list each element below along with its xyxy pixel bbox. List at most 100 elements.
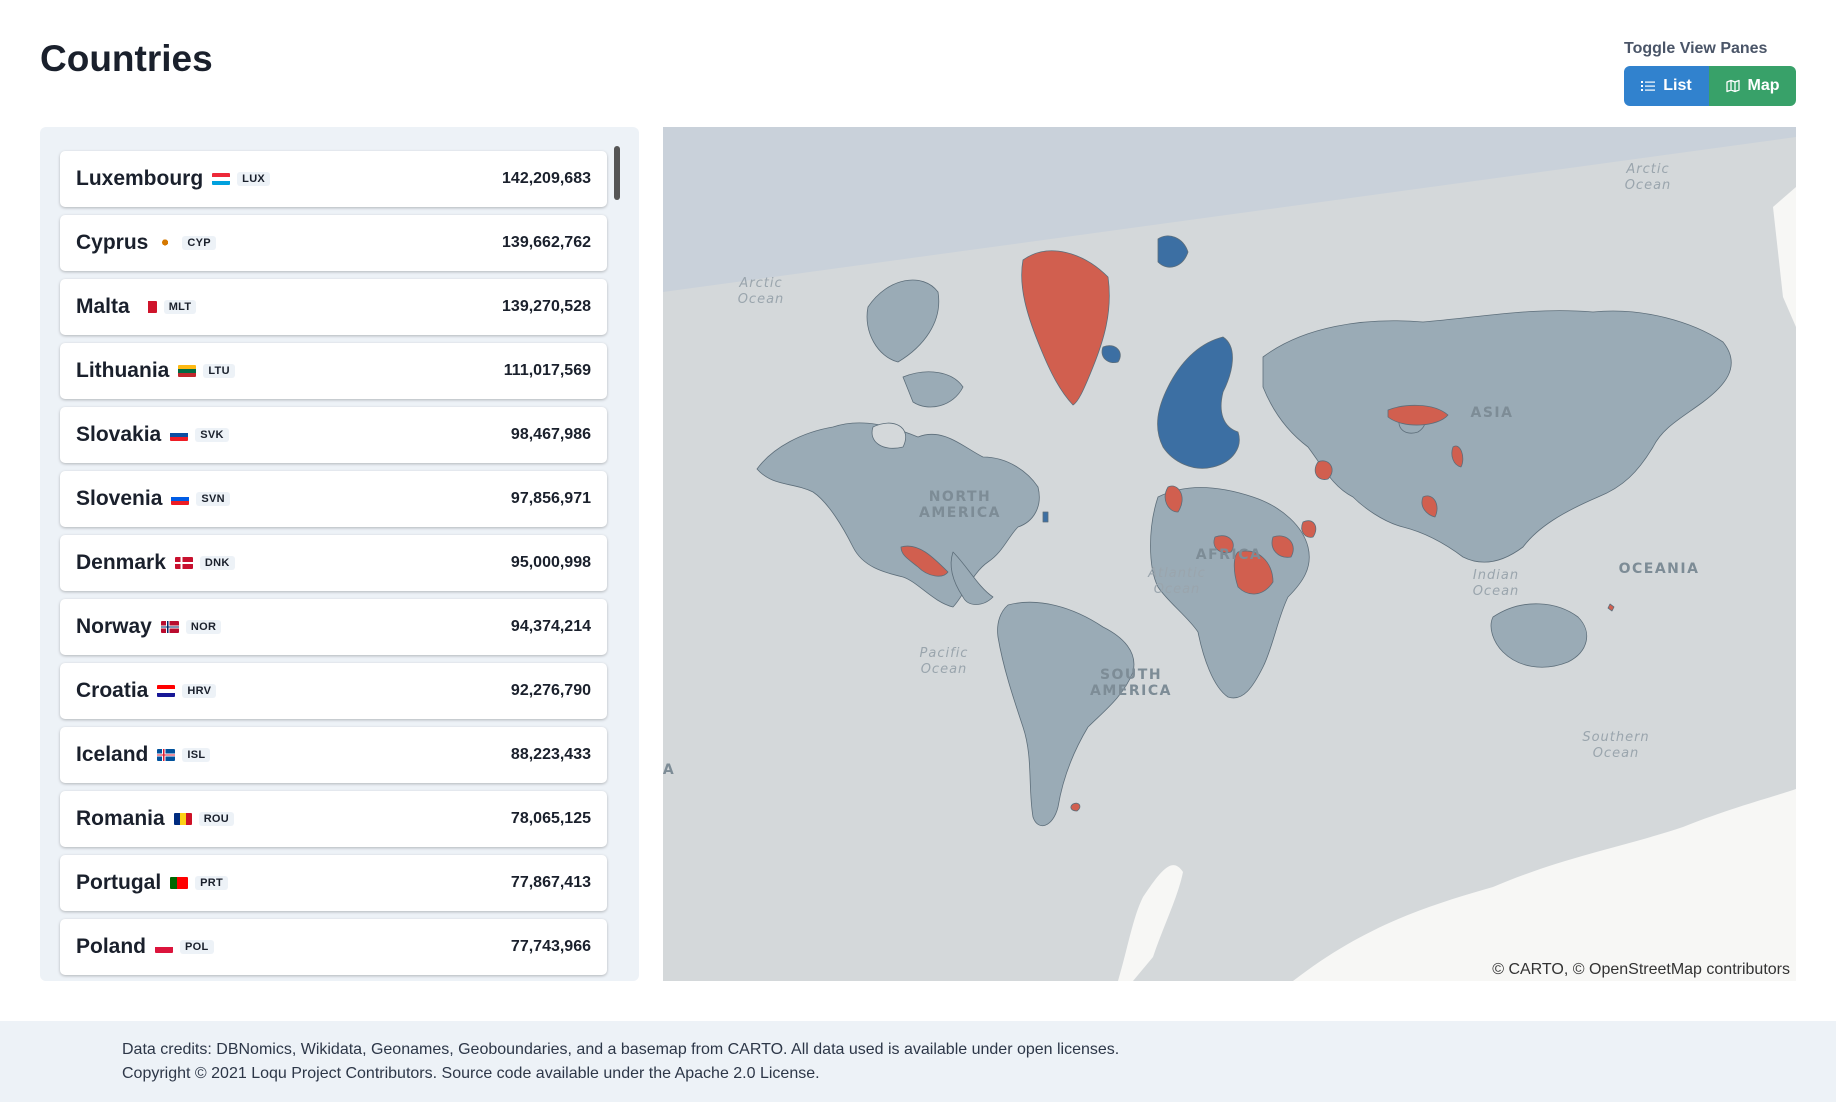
morocco[interactable] xyxy=(1164,485,1183,513)
country-value: 111,017,569 xyxy=(503,362,591,379)
country-row[interactable]: Norway NOR 94,374,214 xyxy=(60,599,607,655)
country-row[interactable]: Poland POL 77,743,966 xyxy=(60,919,607,975)
mexico[interactable] xyxy=(900,545,949,577)
country-row[interactable]: Lithuania LTU 111,017,569 xyxy=(60,343,607,399)
falkland-islands[interactable] xyxy=(1070,802,1081,812)
country-row[interactable]: Croatia HRV 92,276,790 xyxy=(60,663,607,719)
country-name: Iceland xyxy=(76,743,149,766)
country-row[interactable]: Malta MLT 139,270,528 xyxy=(60,279,607,335)
attribution-contributors: contributors xyxy=(1706,961,1790,978)
country-list-pane[interactable]: Luxembourg LUX 142,209,683 Cyprus CYP 139,662… xyxy=(40,127,639,981)
map-label-africa: AFRICA xyxy=(1196,547,1263,563)
flag-icon xyxy=(157,749,176,761)
congo-basin[interactable] xyxy=(1233,550,1274,595)
country-name: Norway xyxy=(76,615,152,638)
map-toggle-button[interactable]: Map xyxy=(1709,66,1796,106)
toggle-button-group: List Map xyxy=(1624,66,1796,106)
svalbard[interactable] xyxy=(1157,235,1189,268)
map-label-arctic-ocean-left-1: Arctic xyxy=(738,276,782,291)
country-row[interactable]: Iceland ISL 88,223,433 xyxy=(60,727,607,783)
list-button-label: List xyxy=(1663,77,1692,94)
map-label-edge-letter: A xyxy=(663,762,675,778)
country-row[interactable]: Denmark DNK 95,000,998 xyxy=(60,535,607,591)
footer-credits: Data credits: DBNomics, Wikidata, Geonam… xyxy=(122,1041,1120,1058)
country-code-badge: PRT xyxy=(195,876,229,890)
country-code-badge: SVN xyxy=(196,492,230,506)
map-label-south-america-1: SOUTH xyxy=(1100,667,1162,683)
flag-icon xyxy=(178,365,197,377)
vietnam[interactable] xyxy=(1421,495,1438,518)
flag-icon xyxy=(174,557,193,569)
country-code-badge: HRV xyxy=(182,684,217,698)
map-label-atlantic-ocean-1: Atlantic xyxy=(1147,566,1206,581)
country-row[interactable]: Romania ROU 78,065,125 xyxy=(60,791,607,847)
flag-icon xyxy=(170,429,189,441)
country-code-badge: SVK xyxy=(195,428,229,442)
country-code-badge: ISL xyxy=(182,748,211,762)
footer-copyright: Copyright © 2021 Loqu Project Contributo… xyxy=(122,1065,820,1082)
flag-icon xyxy=(157,237,176,249)
ethiopia[interactable] xyxy=(1271,535,1294,558)
toggle-view-panes: Toggle View Panes List Map xyxy=(1624,40,1796,106)
australia[interactable] xyxy=(1490,603,1587,668)
polar-ice-ne xyxy=(1773,187,1796,327)
country-name: Croatia xyxy=(76,679,149,702)
flag-icon xyxy=(155,941,174,953)
country-row[interactable]: Portugal PRT 77,867,413 xyxy=(60,855,607,911)
map-label-arctic-ocean-right-2: Ocean xyxy=(1625,178,1672,193)
flag-icon xyxy=(138,301,157,313)
country-value: 142,209,683 xyxy=(502,170,591,187)
country-name: Romania xyxy=(76,807,165,830)
attribution-osm-link[interactable]: OpenStreetMap xyxy=(1589,961,1702,978)
antarctic-peninsula xyxy=(1118,865,1183,981)
map-label-north-america-2: AMERICA xyxy=(919,505,1001,521)
country-name: Denmark xyxy=(76,551,166,574)
central-america[interactable] xyxy=(950,551,994,605)
baffin-island[interactable] xyxy=(902,371,964,408)
asia-landmass[interactable] xyxy=(1262,310,1732,563)
country-name: Malta xyxy=(76,295,130,318)
yemen[interactable] xyxy=(1301,520,1317,538)
korea[interactable] xyxy=(1451,445,1464,468)
country-code-badge: DNK xyxy=(199,556,235,570)
flag-icon xyxy=(157,685,176,697)
country-name: Lithuania xyxy=(76,359,170,382)
country-name: Portugal xyxy=(76,871,162,894)
south-america-landmass[interactable] xyxy=(997,601,1135,827)
country-name: Slovakia xyxy=(76,423,162,446)
map-pane[interactable]: Arctic Ocean Arctic Ocean Atlantic Ocean… xyxy=(663,127,1796,981)
country-code-badge: LUX xyxy=(237,172,271,186)
country-value: 98,467,986 xyxy=(510,426,591,443)
guiana-shape[interactable] xyxy=(1042,511,1049,523)
list-icon xyxy=(1641,81,1656,91)
country-value: 139,662,762 xyxy=(502,234,591,251)
map-label-oceania: OCEANIA xyxy=(1619,561,1700,577)
europe-selected[interactable] xyxy=(1157,336,1240,469)
africa-landmass[interactable] xyxy=(1150,487,1310,699)
antarctica xyxy=(1293,789,1796,981)
country-row[interactable]: Cyprus CYP 139,662,762 xyxy=(60,215,607,271)
flag-icon xyxy=(170,877,189,889)
world-map[interactable]: Arctic Ocean Arctic Ocean Atlantic Ocean… xyxy=(663,127,1796,981)
country-row[interactable]: Slovenia SVN 97,856,971 xyxy=(60,471,607,527)
canadian-arctic-islands[interactable] xyxy=(866,279,940,363)
map-label-pacific-ocean-1: Pacific xyxy=(920,646,969,661)
pacific-island[interactable] xyxy=(1607,603,1615,612)
west-africa-country[interactable] xyxy=(1213,535,1234,554)
country-value: 77,867,413 xyxy=(510,874,591,891)
list-scrollbar[interactable] xyxy=(614,146,620,200)
map-label-north-america-1: NORTH xyxy=(929,489,992,505)
mongolia[interactable] xyxy=(1387,404,1449,426)
country-row[interactable]: Luxembourg LUX 142,209,683 xyxy=(60,151,607,207)
map-label-atlantic-ocean-2: Ocean xyxy=(1154,582,1201,597)
country-value: 139,270,528 xyxy=(502,298,591,315)
flag-icon xyxy=(212,173,231,185)
country-row[interactable]: Slovakia SVK 98,467,986 xyxy=(60,407,607,463)
country-list: Luxembourg LUX 142,209,683 Cyprus CYP 139,662… xyxy=(60,151,607,981)
greenland[interactable] xyxy=(1021,250,1110,406)
list-toggle-button[interactable]: List xyxy=(1624,66,1709,106)
map-icon xyxy=(1725,79,1740,93)
iceland-shape[interactable] xyxy=(1101,345,1121,364)
afghanistan[interactable] xyxy=(1314,460,1333,480)
country-name: Luxembourg xyxy=(76,167,204,190)
